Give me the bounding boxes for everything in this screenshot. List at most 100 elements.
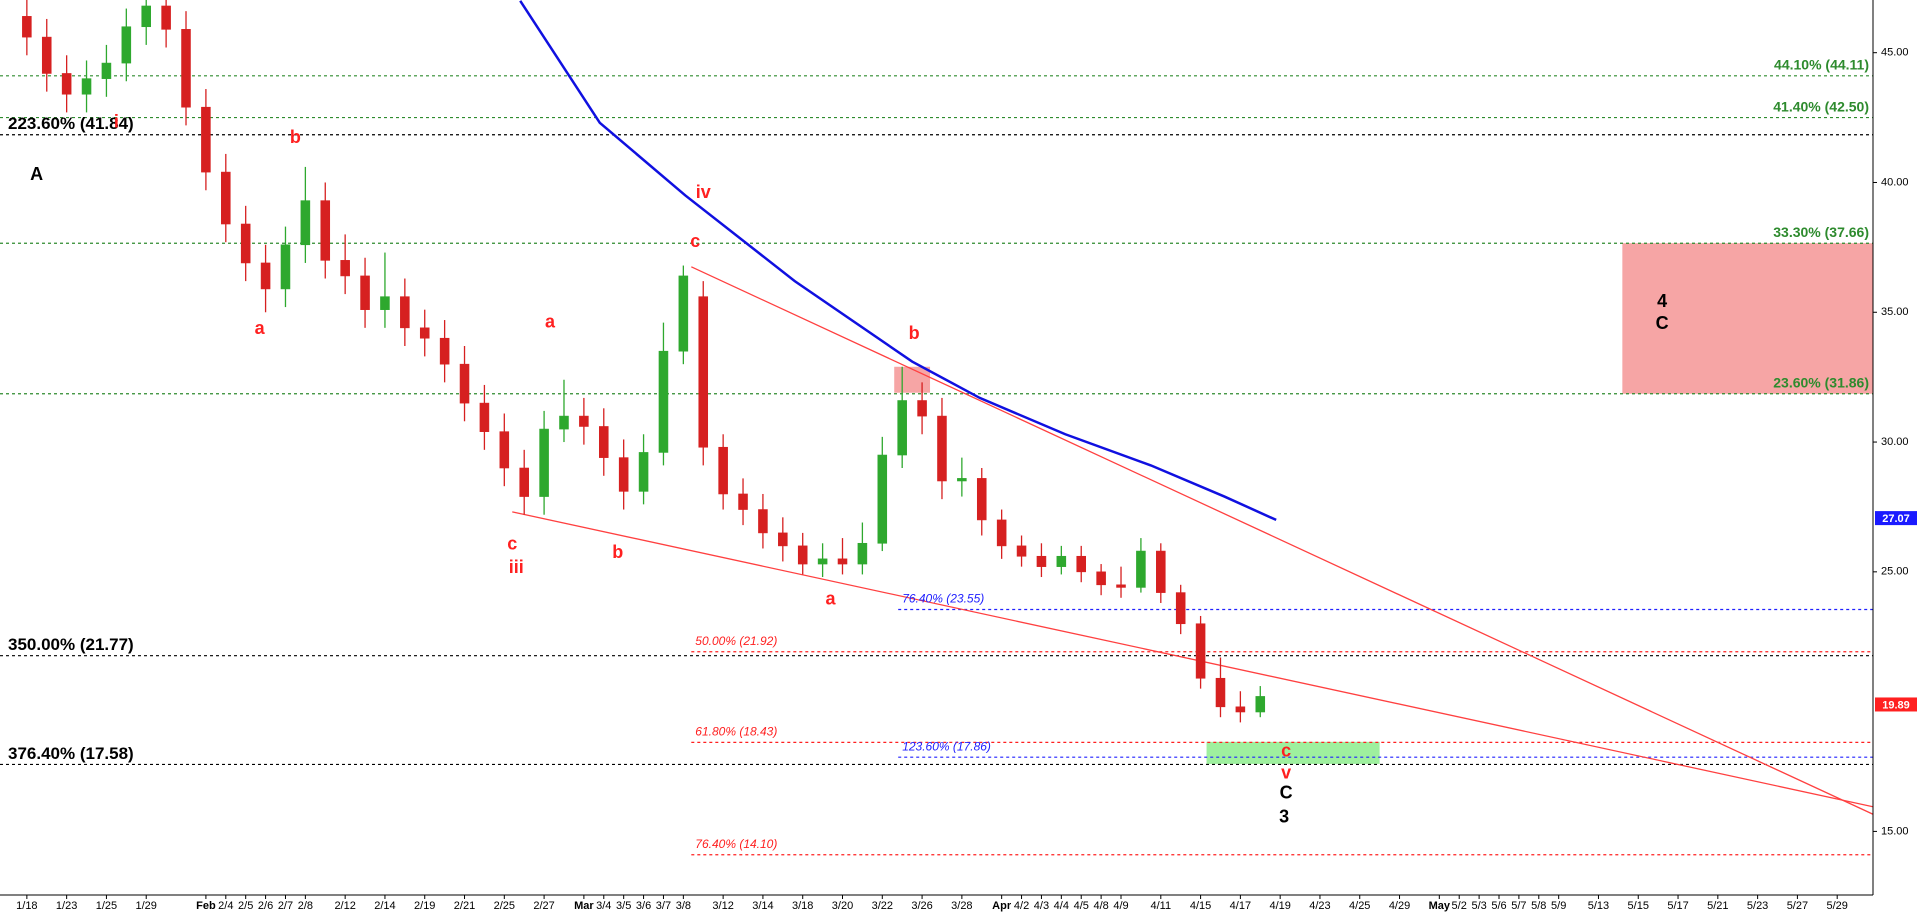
wave-label: 4 <box>1657 291 1667 311</box>
wave-label: c <box>507 534 517 554</box>
candle-body <box>1036 555 1047 567</box>
x-tick-label: 5/13 <box>1588 900 1609 912</box>
x-tick-label: 2/14 <box>374 900 395 912</box>
candle-body <box>400 296 410 329</box>
price-tag <box>1875 697 1917 712</box>
price-tag-label: 19.89 <box>1882 699 1910 711</box>
candle-body <box>957 478 967 482</box>
candle-body <box>1096 571 1106 586</box>
level-label: 41.40% (42.50) <box>1773 98 1869 114</box>
x-tick-label: 2/7 <box>278 900 293 912</box>
candle-body <box>300 200 311 246</box>
candle-body <box>579 415 589 427</box>
x-tick-label: 5/21 <box>1707 900 1728 912</box>
zone <box>894 366 931 393</box>
wave-label: A <box>30 164 43 184</box>
x-tick-label: 2/4 <box>218 900 233 912</box>
level-label: 223.60% (41.84) <box>8 114 134 133</box>
candle-body <box>1116 584 1126 588</box>
x-tick-label: Feb <box>196 900 216 912</box>
candle-body <box>340 260 350 277</box>
candle-body <box>976 478 987 521</box>
candle-body <box>499 431 510 469</box>
x-tick-label: 5/15 <box>1628 900 1649 912</box>
candle-body <box>698 296 709 448</box>
x-tick-label: 2/8 <box>298 900 313 912</box>
trendline <box>512 511 1873 808</box>
x-tick-label: 4/2 <box>1014 900 1029 912</box>
candle-body <box>161 5 171 30</box>
candle-body <box>738 493 748 510</box>
wave-label: v <box>1281 763 1291 783</box>
x-tick-label: 2/6 <box>258 900 273 912</box>
x-tick-label: 2/19 <box>414 900 435 912</box>
level-label: 350.00% (21.77) <box>8 635 134 654</box>
price-tag <box>1875 511 1917 526</box>
x-tick-label: 5/9 <box>1551 900 1566 912</box>
x-tick-label: 1/18 <box>16 900 37 912</box>
x-tick-label: May <box>1429 900 1451 912</box>
candle-body <box>618 457 629 492</box>
level-label: 44.10% (44.11) <box>1774 56 1869 72</box>
x-tick-label: 5/6 <box>1491 900 1506 912</box>
x-tick-label: 4/19 <box>1269 900 1290 912</box>
candle-body <box>599 426 609 458</box>
x-tick-label: 2/5 <box>238 900 253 912</box>
x-tick-label: 4/15 <box>1190 900 1211 912</box>
candle-body <box>658 350 669 453</box>
x-tick-label: 3/8 <box>676 900 691 912</box>
x-tick-label: Apr <box>992 900 1012 912</box>
x-tick-label: 3/28 <box>951 900 972 912</box>
zone <box>1622 243 1873 394</box>
wave-label: a <box>545 311 556 331</box>
x-tick-label: 3/12 <box>712 900 733 912</box>
candle-body <box>1215 677 1226 708</box>
y-tick-label: 45.00 <box>1881 47 1909 59</box>
x-tick-label: 3/26 <box>911 900 932 912</box>
x-tick-label: 3/22 <box>872 900 893 912</box>
candle-body <box>360 275 370 310</box>
x-tick-label: 4/23 <box>1309 900 1330 912</box>
x-tick-label: 3/14 <box>752 900 773 912</box>
level-label: 376.40% (17.58) <box>8 744 134 763</box>
wave-label: c <box>1281 740 1291 760</box>
candle-body <box>439 337 450 365</box>
level-label: 23.60% (31.86) <box>1773 374 1869 390</box>
candle-body <box>1056 555 1067 567</box>
candle-body <box>837 558 848 565</box>
candle-body <box>201 106 211 173</box>
x-tick-label: 3/18 <box>792 900 813 912</box>
candle-body <box>1156 550 1166 593</box>
x-tick-label: Mar <box>574 900 594 912</box>
level-label: 76.40% (14.10) <box>695 837 777 851</box>
candle-body <box>857 542 868 565</box>
candle-body <box>280 244 291 290</box>
x-tick-label: 5/27 <box>1787 900 1808 912</box>
wave-label: iii <box>509 557 524 577</box>
candle-body <box>459 363 470 404</box>
plot-area <box>0 0 1873 856</box>
candle-body <box>1016 545 1027 557</box>
candle-body <box>121 26 132 64</box>
candle-body <box>380 296 390 310</box>
candle-body <box>996 519 1007 547</box>
moving-average <box>519 0 1277 522</box>
wave-label: c <box>690 231 700 251</box>
x-tick-label: 4/8 <box>1093 900 1108 912</box>
wave-label: a <box>826 589 837 609</box>
trendline <box>691 266 1873 815</box>
x-tick-label: 5/8 <box>1531 900 1546 912</box>
candle-body <box>141 5 151 28</box>
candle-body <box>221 171 231 225</box>
level-label: 33.30% (37.66) <box>1773 224 1869 240</box>
wave-label: 3 <box>1279 807 1289 827</box>
candle-body <box>917 400 927 417</box>
candle-body <box>41 36 52 74</box>
x-tick-label: 3/5 <box>616 900 631 912</box>
x-tick-label: 1/25 <box>96 900 117 912</box>
candle-body <box>718 446 728 495</box>
candle-body <box>61 73 72 95</box>
x-tick-label: 1/29 <box>136 900 157 912</box>
level-label: 123.60% (17.86) <box>902 739 991 753</box>
